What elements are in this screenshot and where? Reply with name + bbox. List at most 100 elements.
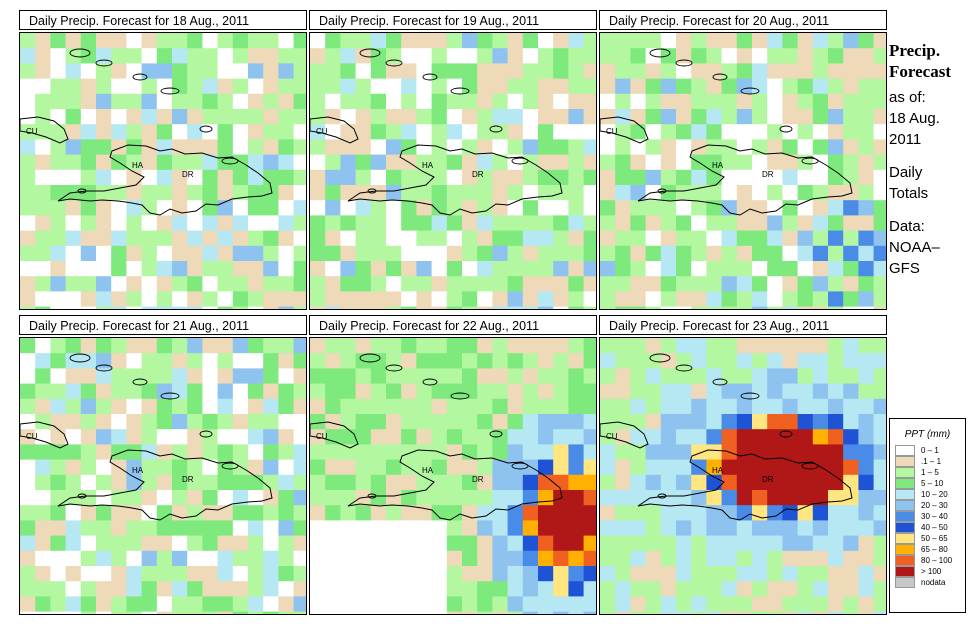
precip-cell <box>568 383 584 400</box>
precip-cell <box>111 63 127 79</box>
precip-cell <box>217 78 234 95</box>
precip-cell <box>600 93 616 110</box>
precip-cell <box>187 215 203 231</box>
precip-cell <box>187 535 203 552</box>
precip-cell <box>96 139 112 155</box>
precip-cell <box>477 109 493 125</box>
precip-cell <box>278 154 294 171</box>
precip-cell <box>340 505 356 521</box>
precip-cell <box>721 429 738 445</box>
precip-cell <box>20 139 36 155</box>
precip-cell <box>446 276 463 292</box>
precip-cell <box>462 611 478 614</box>
precip-cell <box>202 535 218 552</box>
precip-cell <box>232 78 249 95</box>
precip-cell <box>507 581 524 597</box>
precip-cell <box>111 596 127 612</box>
precip-cell <box>370 566 387 582</box>
precip-cell <box>843 459 859 476</box>
precip-cell <box>293 93 306 110</box>
precip-cell <box>843 63 859 79</box>
precip-cell <box>492 200 508 216</box>
precip-map[interactable]: CU HA DR <box>599 32 887 310</box>
precip-cell <box>553 215 569 231</box>
precip-cell <box>35 581 51 597</box>
precip-cell <box>187 306 203 309</box>
precip-cell <box>310 414 326 430</box>
precip-cell <box>767 169 783 186</box>
island-outline <box>95 364 113 372</box>
precip-cell <box>676 596 692 612</box>
precip-cell <box>263 414 279 430</box>
precip-cell <box>553 505 569 521</box>
precip-cell <box>187 230 203 247</box>
precip-cell <box>568 550 584 567</box>
precip-cell <box>232 566 249 582</box>
precip-cell <box>706 520 722 536</box>
precip-cell <box>812 139 829 155</box>
precip-cell <box>310 368 326 384</box>
precip-cell <box>416 596 432 612</box>
precip-cell <box>721 245 738 262</box>
precip-cell <box>217 169 234 186</box>
precip-cell <box>431 109 448 125</box>
precip-cell <box>96 245 112 262</box>
precip-cell <box>293 414 306 430</box>
precip-cell <box>828 276 844 292</box>
precip-cell <box>767 353 783 369</box>
precip-map[interactable]: CU HA DR <box>19 32 307 310</box>
precip-cell <box>50 383 66 400</box>
precip-cell <box>858 169 874 186</box>
precip-map[interactable]: CU HA DR <box>309 337 597 615</box>
precip-map[interactable]: CU HA DR <box>309 32 597 310</box>
precip-cell <box>797 520 814 536</box>
precip-cell <box>660 429 677 445</box>
precip-cell <box>553 596 569 612</box>
precip-cell <box>340 535 356 552</box>
precip-cell <box>600 200 616 216</box>
precip-cell <box>35 185 51 201</box>
precip-cell <box>232 261 249 277</box>
precip-cell <box>843 520 859 536</box>
precip-cell <box>828 581 844 597</box>
precip-cell <box>477 63 493 79</box>
precip-cell <box>340 566 356 582</box>
precip-cell <box>858 93 874 110</box>
precip-cell <box>676 611 692 614</box>
precip-cell <box>217 520 234 536</box>
precip-cell <box>752 490 768 506</box>
precip-cell <box>660 398 677 415</box>
precip-cell <box>721 215 738 231</box>
hispaniola-coastline <box>637 449 853 521</box>
precip-cell <box>217 185 234 201</box>
precip-cell <box>828 490 844 506</box>
precip-cell <box>843 154 859 171</box>
precip-cell <box>310 520 326 536</box>
precip-cell <box>873 444 886 460</box>
precip-cell <box>828 291 844 307</box>
precip-map[interactable]: CU HA DR <box>599 337 887 615</box>
precip-cell <box>676 398 692 415</box>
island-outline <box>359 353 381 363</box>
precip-cell <box>843 398 859 415</box>
precip-cell <box>553 291 569 307</box>
precip-cell <box>35 566 51 582</box>
cuba-coastline <box>20 421 69 449</box>
precip-cell <box>20 48 36 64</box>
precip-cell <box>843 93 859 110</box>
precip-cell <box>522 93 539 110</box>
precip-cell <box>310 474 326 491</box>
precip-cell <box>477 353 493 369</box>
precip-cell <box>80 338 97 354</box>
precip-cell <box>263 459 279 476</box>
precip-cell <box>600 383 616 400</box>
precip-cell <box>310 230 326 247</box>
precip-map[interactable]: CU HA DR <box>19 337 307 615</box>
precip-cell <box>583 611 596 614</box>
precip-cell <box>217 291 234 307</box>
precip-cell <box>293 124 306 140</box>
precip-cell <box>232 215 249 231</box>
precip-cell <box>111 535 127 552</box>
precip-cell <box>553 611 569 614</box>
precip-cell <box>217 109 234 125</box>
